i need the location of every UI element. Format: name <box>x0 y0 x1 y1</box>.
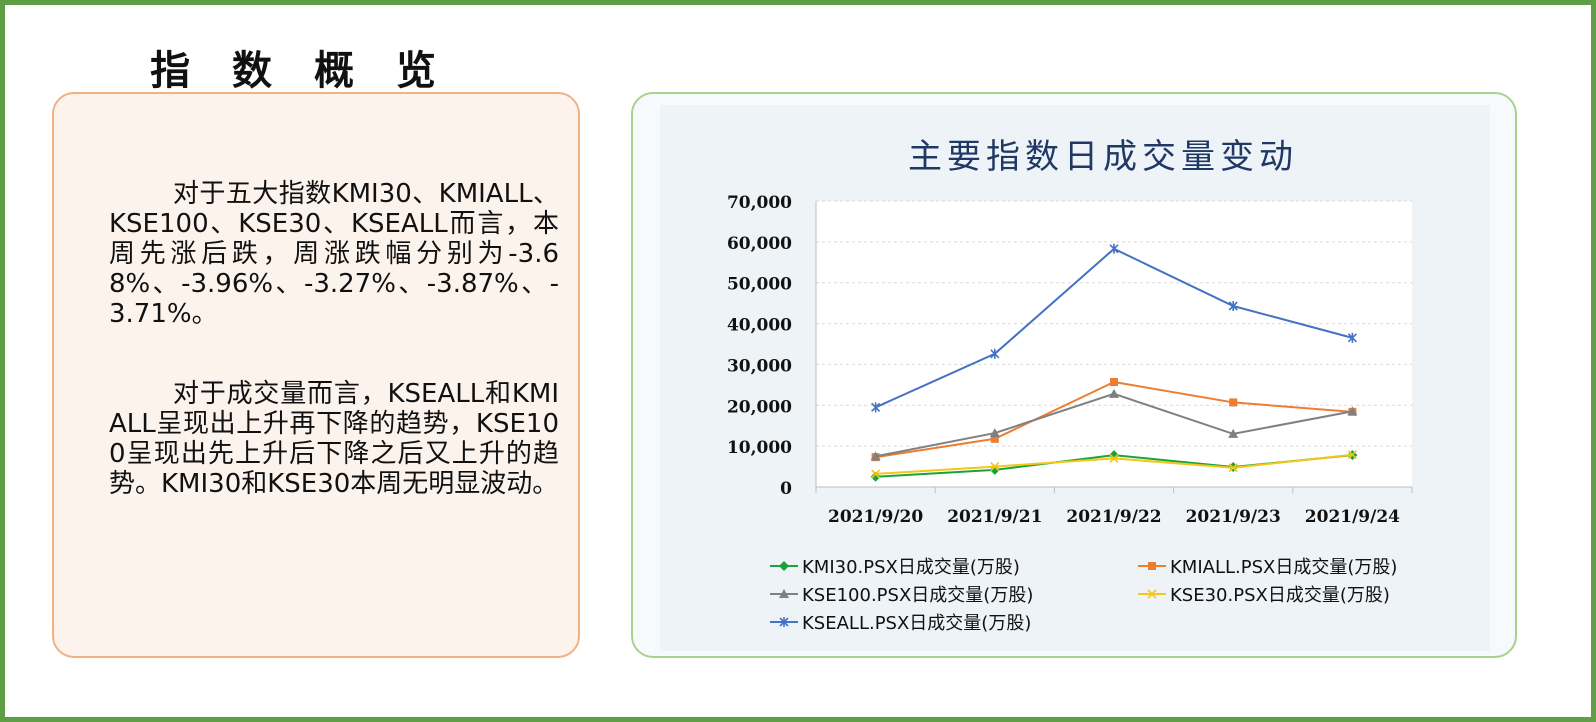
data-point <box>870 451 881 461</box>
legend-item: KSEALL.PSX日成交量(万股) <box>770 613 1031 634</box>
data-point <box>1347 450 1357 460</box>
summary-paragraph-volume: 对于成交量而言，KSEALL和KMIALL呈现出上升再下降的趋势，KSE100呈… <box>109 379 559 499</box>
series-2 <box>870 388 1358 461</box>
data-point <box>1110 377 1118 386</box>
x-tick-label: 2021/9/24 <box>1305 507 1400 527</box>
legend-label: KSEALL.PSX日成交量(万股) <box>802 613 1031 634</box>
legend-label: KSE100.PSX日成交量(万股) <box>802 585 1033 606</box>
x-tick-label: 2021/9/22 <box>1066 507 1161 527</box>
legend-swatch-marker <box>779 617 789 627</box>
data-point <box>990 462 1000 472</box>
y-tick-label: 20,000 <box>727 397 792 417</box>
legend-label: KMI30.PSX日成交量(万股) <box>802 557 1020 578</box>
data-point <box>1109 243 1119 254</box>
data-point <box>989 428 1000 438</box>
data-point <box>990 434 999 443</box>
x-tick-label: 2021/9/23 <box>1186 507 1281 527</box>
x-tick-label: 2021/9/20 <box>828 507 923 527</box>
y-tick-label: 40,000 <box>727 316 792 336</box>
y-tick-label: 30,000 <box>727 356 792 376</box>
legend-swatch-marker <box>1147 589 1157 599</box>
summary-paragraph-price: 对于五大指数KMI30、KMIALL、KSE100、KSE30、KSEALL而言… <box>109 179 559 329</box>
summary-panel: 对于五大指数KMI30、KMIALL、KSE100、KSE30、KSEALL而言… <box>52 92 580 658</box>
y-tick-label: 50,000 <box>727 275 792 295</box>
legend-item: KSE100.PSX日成交量(万股) <box>770 585 1033 606</box>
series-4 <box>871 243 1357 413</box>
data-point <box>1228 301 1238 312</box>
page-heading: 指 数 概 览 <box>150 47 450 94</box>
legend-swatch-marker <box>779 561 789 571</box>
y-tick-label: 10,000 <box>727 438 792 458</box>
data-point <box>1347 332 1357 343</box>
y-tick-label: 70,000 <box>727 193 792 213</box>
data-point <box>1228 463 1238 473</box>
data-point <box>1347 406 1358 416</box>
legend-swatch-marker <box>779 589 789 598</box>
y-tick-label: 60,000 <box>727 234 792 254</box>
legend-label: KSE30.PSX日成交量(万股) <box>1170 585 1390 606</box>
x-tick-label: 2021/9/21 <box>947 507 1042 527</box>
y-tick-label: 0 <box>780 479 792 499</box>
legend-label: KMIALL.PSX日成交量(万股) <box>1170 557 1397 578</box>
legend-item: KMI30.PSX日成交量(万股) <box>770 557 1020 578</box>
chart-title: 主要指数日成交量变动 <box>908 137 1298 177</box>
data-point <box>871 469 881 479</box>
legend-swatch-marker <box>1148 562 1156 570</box>
data-point <box>990 348 1000 359</box>
legend-item: KMIALL.PSX日成交量(万股) <box>1138 557 1397 578</box>
series-3 <box>871 450 1357 479</box>
data-point <box>871 402 881 413</box>
data-point <box>1109 388 1119 398</box>
data-point <box>1109 453 1119 463</box>
data-point <box>1229 398 1238 407</box>
data-point <box>1228 428 1239 438</box>
legend-item: KSE30.PSX日成交量(万股) <box>1138 585 1390 606</box>
